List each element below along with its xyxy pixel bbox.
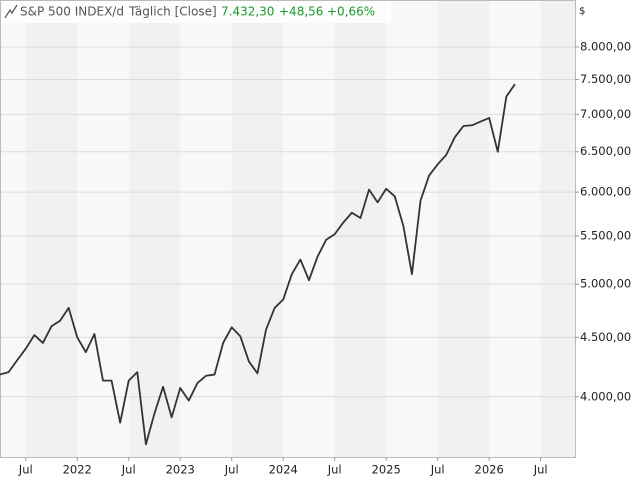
interval: Täglich [Close] bbox=[128, 5, 217, 19]
x-tick-label: Jul bbox=[121, 463, 136, 477]
x-tick-label: Jul bbox=[224, 463, 239, 477]
y-tick-label: 6.500,00 bbox=[580, 144, 631, 158]
band bbox=[128, 0, 181, 457]
change-pct: +0,66% bbox=[327, 5, 375, 19]
band bbox=[283, 0, 335, 457]
x-tick-label: Jul bbox=[533, 463, 548, 477]
y-tick-label: 6.000,00 bbox=[580, 185, 631, 199]
background bbox=[0, 0, 575, 457]
band bbox=[437, 0, 490, 457]
band bbox=[0, 0, 26, 457]
plot-frame bbox=[0, 0, 576, 458]
y-tick-label: 5.000,00 bbox=[580, 277, 631, 291]
band bbox=[77, 0, 129, 457]
x-tick-label: 2026 bbox=[475, 463, 504, 477]
price-line bbox=[0, 83, 516, 446]
y-tick-label: 4.000,00 bbox=[580, 389, 631, 403]
band bbox=[540, 0, 575, 457]
band bbox=[489, 0, 541, 457]
band bbox=[231, 0, 284, 457]
x-tick-label: 2025 bbox=[372, 463, 401, 477]
y-tick-label: 4.500,00 bbox=[580, 330, 631, 344]
x-tick-label: 2022 bbox=[63, 463, 92, 477]
x-tick-label: Jul bbox=[18, 463, 33, 477]
band bbox=[386, 0, 438, 457]
y-unit: $ bbox=[579, 6, 585, 17]
x-tick-label: Jul bbox=[430, 463, 445, 477]
y-tick-label: 8.000,00 bbox=[580, 39, 631, 53]
band bbox=[334, 0, 387, 457]
last-price: 7.432,30 bbox=[221, 5, 274, 19]
header-bg bbox=[1, 1, 391, 23]
x-tick-label: 2023 bbox=[166, 463, 195, 477]
y-tick-label: 5.500,00 bbox=[580, 229, 631, 243]
band bbox=[180, 0, 232, 457]
chart-title: S&P 500 INDEX/d bbox=[20, 5, 124, 19]
series-icon bbox=[4, 4, 18, 19]
change: +48,56 bbox=[279, 5, 323, 19]
x-tick-label: 2024 bbox=[269, 463, 298, 477]
y-tick-label: 7.500,00 bbox=[580, 72, 631, 86]
x-tick-label: Jul bbox=[327, 463, 342, 477]
band bbox=[25, 0, 78, 457]
y-tick-label: 7.000,00 bbox=[580, 107, 631, 121]
